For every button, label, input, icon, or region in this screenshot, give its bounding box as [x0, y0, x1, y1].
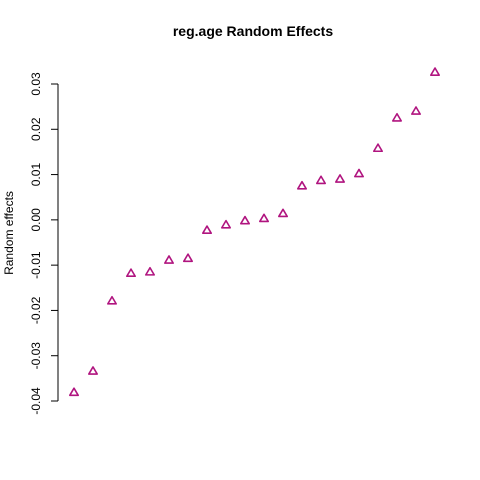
data-point — [183, 253, 193, 263]
data-point — [429, 67, 441, 76]
data-point — [258, 213, 270, 223]
data-point — [353, 168, 365, 178]
data-point — [107, 295, 117, 305]
data-point — [221, 219, 231, 229]
data-point — [240, 215, 250, 225]
data-point — [69, 387, 79, 397]
y-tick-label: 0.02 — [29, 117, 43, 141]
y-axis-label: Random effects — [2, 191, 16, 275]
y-tick-label: 0.00 — [29, 208, 43, 232]
y-tick-label: -0.01 — [29, 251, 43, 279]
data-points — [69, 67, 441, 397]
data-point — [372, 143, 384, 153]
data-point — [296, 180, 308, 190]
data-point — [126, 268, 136, 278]
data-point — [410, 106, 422, 115]
data-point — [277, 208, 289, 218]
y-tick-label: 0.01 — [29, 163, 43, 187]
data-point — [145, 266, 155, 276]
data-point — [391, 112, 403, 122]
data-point — [334, 174, 346, 183]
data-point — [164, 255, 174, 264]
data-point — [88, 366, 98, 375]
chart-title: reg.age Random Effects — [173, 23, 333, 39]
y-tick-label: -0.02 — [29, 296, 43, 324]
y-tick-label: 0.03 — [29, 72, 43, 96]
y-tick-label: -0.03 — [29, 342, 43, 370]
data-point — [315, 175, 327, 185]
y-tick-label: -0.04 — [29, 387, 43, 415]
data-point — [202, 225, 212, 235]
y-axis: -0.04 -0.03 -0.02 -0.01 0.00 0.01 0.02 0.03 — [29, 72, 59, 415]
